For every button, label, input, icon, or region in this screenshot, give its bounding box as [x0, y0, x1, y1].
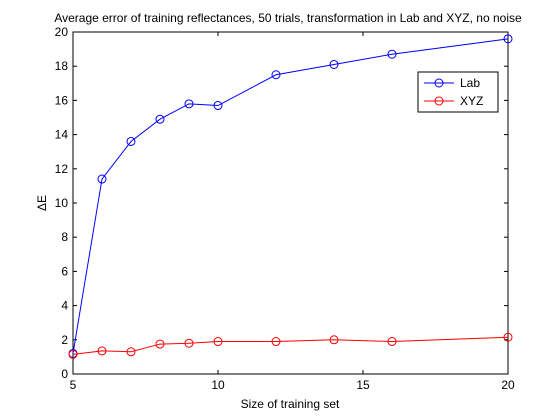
- data-point-lab: [213, 101, 223, 111]
- data-point-xyz: [126, 347, 136, 357]
- data-point-xyz: [329, 335, 339, 345]
- series-lab: [68, 34, 513, 358]
- data-point-xyz: [271, 337, 281, 347]
- y-tick-label: 12: [55, 162, 69, 176]
- data-point-lab: [155, 114, 165, 124]
- legend-marker-lab: [434, 78, 444, 88]
- data-point-lab: [387, 49, 397, 59]
- y-tick-label: 14: [55, 128, 69, 142]
- x-tick-label: 5: [70, 378, 77, 392]
- data-point-lab: [329, 59, 339, 69]
- y-tick-label: 4: [61, 299, 68, 313]
- y-tick-label: 18: [55, 59, 69, 73]
- series-xyz: [68, 332, 513, 359]
- data-point-lab: [503, 34, 513, 44]
- data-point-xyz: [97, 346, 107, 356]
- data-point-xyz: [213, 337, 223, 347]
- y-tick-label: 6: [61, 264, 68, 278]
- x-tick-label: 15: [356, 378, 370, 392]
- data-point-xyz: [503, 332, 513, 342]
- y-tick-label: 8: [61, 230, 68, 244]
- data-point-lab: [271, 70, 281, 80]
- axis-ticks: 5 10 15 20 0 2 4 6 8 10 12 14 16 18 20: [55, 25, 515, 392]
- y-axis-label: ΔE: [35, 195, 49, 211]
- y-tick-label: 16: [55, 93, 69, 107]
- legend-label-lab: Lab: [460, 76, 480, 90]
- x-axis-label: Size of training set: [241, 397, 340, 411]
- data-point-xyz: [68, 349, 78, 359]
- y-tick-label: 10: [55, 196, 69, 210]
- data-point-xyz: [155, 339, 165, 349]
- series-line-xyz: [72, 336, 509, 355]
- legend: Lab XYZ: [417, 71, 499, 113]
- y-tick-label: 0: [61, 367, 68, 381]
- data-point-lab: [126, 136, 136, 146]
- y-tick-label: 20: [55, 25, 69, 39]
- legend-marker-xyz: [434, 96, 444, 106]
- legend-box: [417, 71, 499, 113]
- legend-label-xyz: XYZ: [460, 94, 483, 108]
- data-point-lab: [97, 174, 107, 184]
- data-point-xyz: [184, 338, 194, 348]
- series-line-lab: [72, 38, 509, 354]
- data-point-lab: [184, 99, 194, 109]
- series-layer: [68, 34, 513, 359]
- x-tick-label: 20: [501, 378, 515, 392]
- chart-title: Average error of training reflectances, …: [54, 11, 522, 25]
- x-tick-label: 10: [211, 378, 225, 392]
- data-point-xyz: [387, 337, 397, 347]
- y-tick-label: 2: [61, 333, 68, 347]
